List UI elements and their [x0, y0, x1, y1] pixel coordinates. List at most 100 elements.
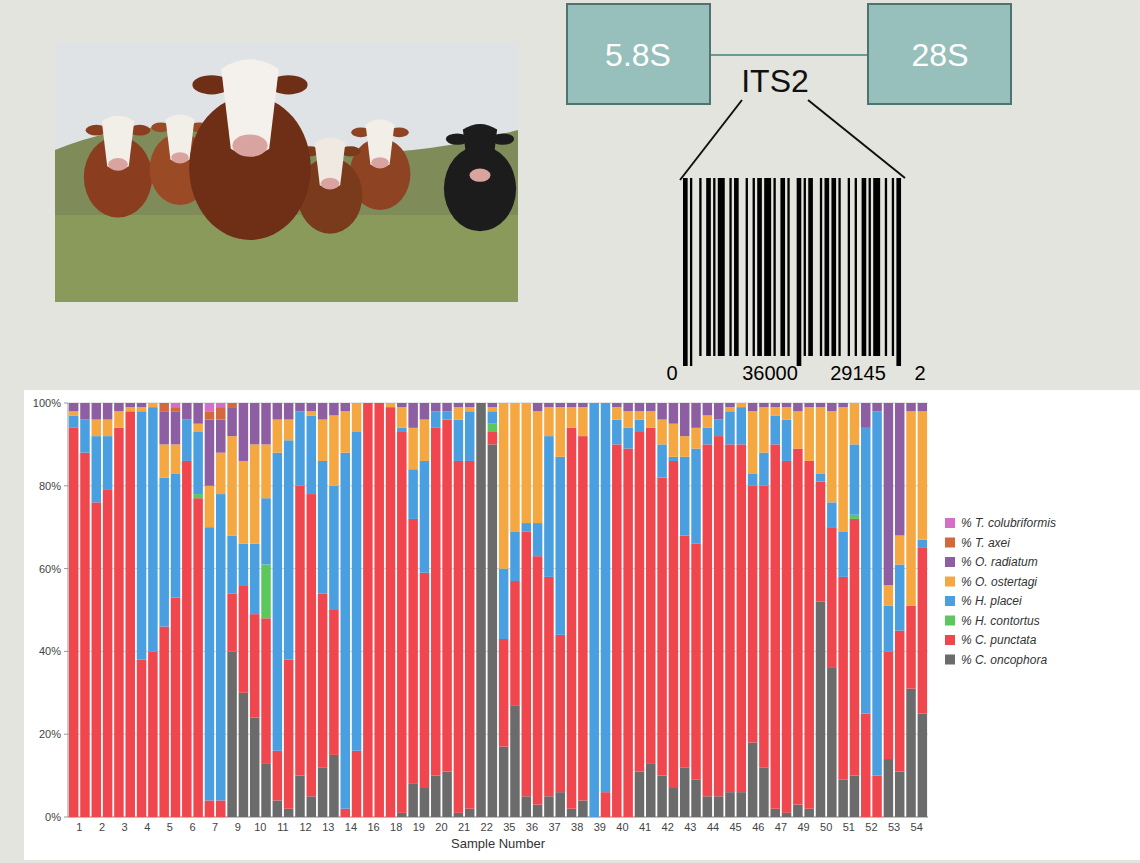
bar-segment	[499, 747, 509, 817]
x-tick-label: 21	[458, 821, 470, 833]
barcode-bar	[838, 178, 840, 356]
its2-diagram: 5.8S28SITS2036000291452	[567, 4, 1011, 384]
bar-segment	[510, 403, 520, 404]
bar-segment	[748, 403, 758, 411]
bar-segment	[793, 403, 803, 404]
legend-label: % O. ostertagi	[961, 575, 1037, 589]
bar-segment	[420, 461, 430, 573]
bar-segment	[918, 403, 928, 411]
bar-segment	[193, 498, 203, 817]
bar-segment	[159, 403, 169, 411]
bar-segment	[374, 403, 384, 404]
bar-segment	[69, 403, 79, 411]
bar-segment	[646, 403, 656, 411]
bar-segment	[193, 403, 203, 404]
bar-segment	[239, 544, 249, 585]
box-label: 5.8S	[605, 37, 671, 73]
bar-segment	[465, 403, 475, 404]
bar-segment	[148, 651, 158, 817]
bar-segment	[510, 403, 520, 404]
bar-segment	[205, 800, 215, 817]
cow-muzzle	[108, 158, 128, 171]
bar-segment	[714, 403, 724, 404]
bar-segment	[567, 403, 577, 404]
bar-segment	[838, 407, 848, 531]
bar-segment	[171, 598, 181, 817]
bar-segment	[420, 788, 430, 817]
bar-segment	[465, 809, 475, 817]
bar-segment	[431, 428, 441, 776]
bar-segment	[363, 403, 373, 404]
bar-segment	[205, 411, 215, 419]
bar-segment	[488, 411, 498, 423]
bar-segment	[137, 403, 147, 407]
bar-segment	[420, 403, 430, 404]
bar-segment	[307, 403, 317, 404]
bar-segment	[703, 403, 713, 415]
bar-segment	[623, 403, 633, 411]
bar-segment	[193, 403, 203, 404]
y-tick	[64, 817, 68, 818]
bar-segment	[680, 403, 690, 404]
bar-segment	[589, 403, 599, 404]
zoom-line	[680, 100, 742, 180]
bar-segment	[318, 420, 328, 461]
bar-segment	[125, 403, 135, 404]
x-tick-label: 35	[503, 821, 515, 833]
bar-segment	[307, 403, 317, 404]
x-tick-label: 49	[797, 821, 809, 833]
barcode-bar	[885, 178, 887, 356]
bar-segment	[748, 486, 758, 743]
bar-segment	[431, 411, 441, 428]
bar-segment	[567, 403, 577, 407]
bar-segment	[352, 403, 362, 404]
bar-segment	[103, 403, 113, 404]
bar-segment	[227, 407, 237, 436]
bar-segment	[80, 403, 90, 404]
x-tick-label: 13	[322, 821, 334, 833]
bar-segment	[454, 813, 464, 817]
bar-segment	[182, 403, 192, 404]
series	[159, 403, 236, 420]
bar-segment	[125, 407, 135, 411]
barcode-digit: 2	[914, 362, 925, 384]
bar-segment	[895, 403, 905, 535]
bar-segment	[193, 494, 203, 498]
bar-segment	[646, 403, 656, 404]
bar-segment	[657, 403, 667, 404]
bar-segment	[250, 403, 260, 404]
bar-segment	[193, 432, 203, 494]
bar-segment	[770, 407, 780, 415]
bar-segment	[680, 457, 690, 536]
bar-segment	[114, 403, 124, 404]
bar-segment	[703, 428, 713, 445]
bar-segment	[397, 407, 407, 428]
bar-segment	[533, 805, 543, 817]
bar-segment	[748, 742, 758, 817]
series	[171, 403, 226, 411]
barcode-bar	[873, 178, 880, 356]
bar-segment	[850, 519, 860, 776]
y-tick	[64, 485, 68, 486]
bar-segment	[861, 403, 871, 428]
bar-segment	[737, 444, 747, 792]
bar-segment	[363, 403, 373, 404]
barcode-digit: 29145	[830, 362, 886, 384]
bar-segment	[635, 420, 645, 432]
bar-segment	[125, 403, 135, 404]
bar-segment	[589, 403, 599, 404]
bar-segment	[488, 444, 498, 817]
bar-segment	[318, 403, 328, 404]
bar-segment	[703, 796, 713, 817]
x-tick-label: 53	[888, 821, 900, 833]
bar-segment	[623, 403, 633, 404]
bar-segment	[227, 651, 237, 817]
bar-segment	[261, 564, 271, 618]
barcode-bar	[848, 178, 850, 356]
bar-segment	[872, 403, 882, 411]
bar-segment	[69, 428, 79, 817]
bar-segment	[782, 461, 792, 813]
bar-segment	[80, 420, 90, 453]
bar-segment	[555, 407, 565, 457]
cow-face	[102, 116, 134, 170]
